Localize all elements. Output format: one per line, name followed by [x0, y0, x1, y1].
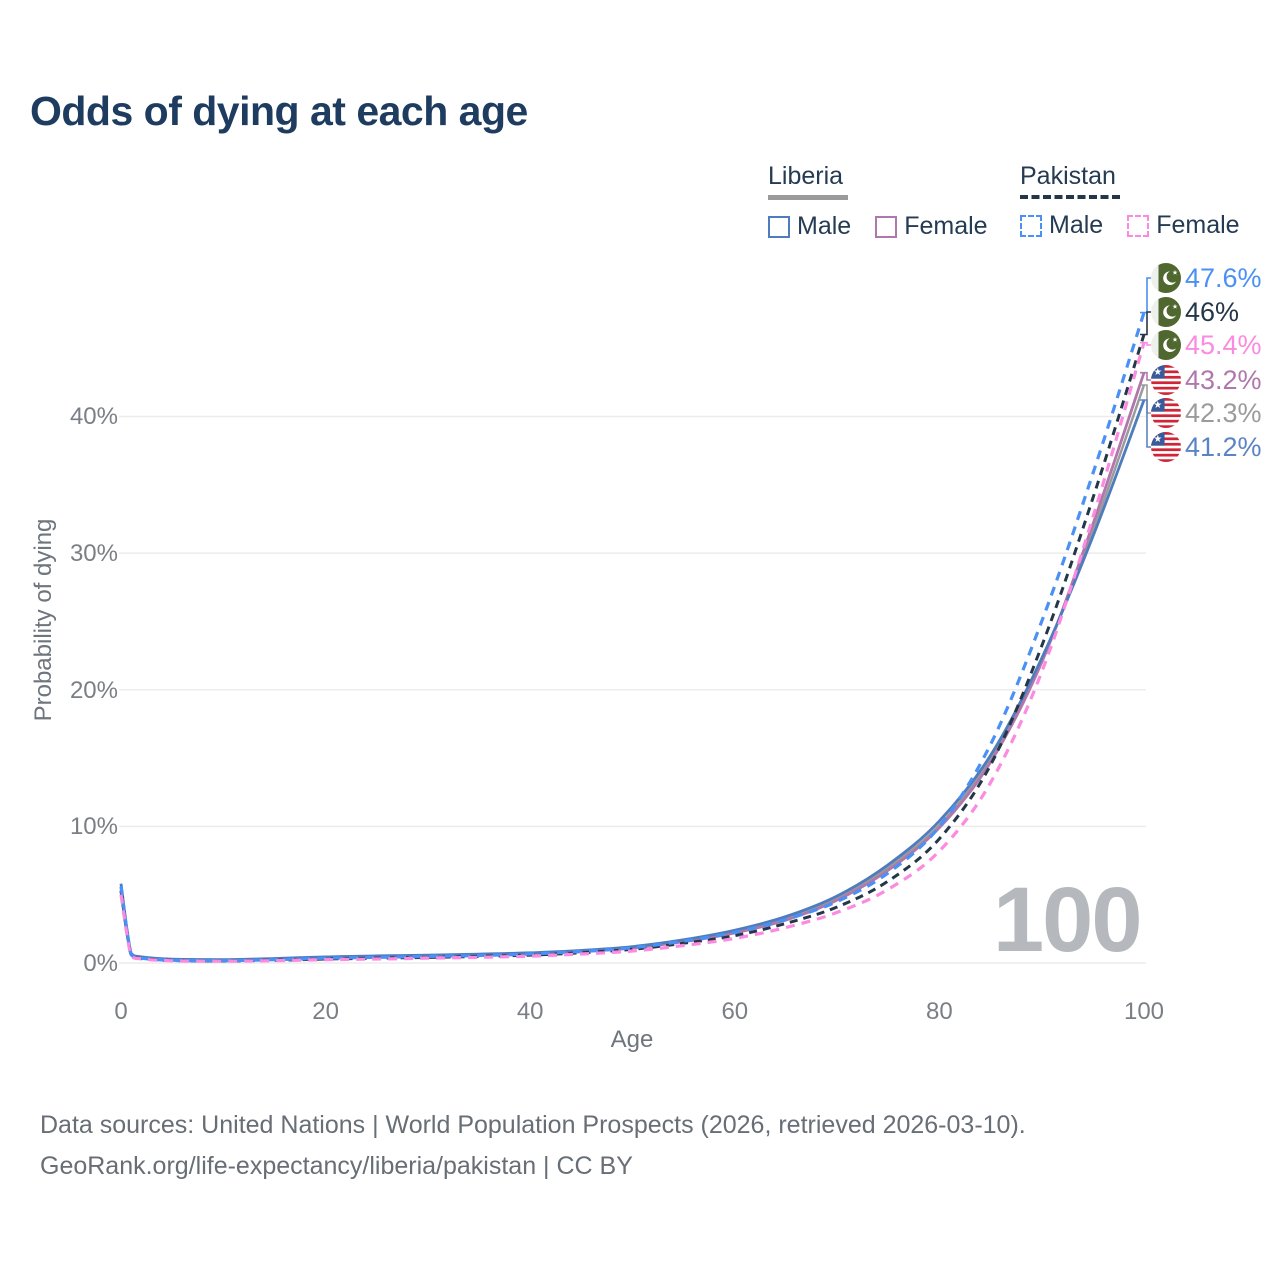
- x-tick-label: 80: [926, 998, 953, 1025]
- legend-linestyle-swatch: [1020, 195, 1120, 199]
- end-label-value: 45.4%: [1185, 329, 1262, 360]
- legend-item-pakistan-female[interactable]: Female: [1127, 211, 1240, 240]
- series-line-liberia-both[interactable]: [119, 384, 1146, 962]
- end-label-value: 47.6%: [1185, 262, 1262, 293]
- y-tick-label: 30%: [69, 540, 118, 568]
- end-label-connector: [1140, 399, 1151, 448]
- x-tick-label: 40: [516, 998, 544, 1025]
- end-label-connector: [1140, 371, 1151, 381]
- legend-item-liberia-female[interactable]: Female: [875, 212, 988, 241]
- end-label-value: 46%: [1185, 296, 1240, 327]
- y-tick-label: 0%: [83, 950, 118, 977]
- legend-item-label: Female: [904, 212, 988, 240]
- legend-item-pakistan-male[interactable]: Male: [1020, 211, 1103, 240]
- series-line-pakistan-male[interactable]: [119, 312, 1146, 963]
- end-label-liberia-female: 43.2%: [1151, 365, 1262, 395]
- end-label-pakistan-total: 46%: [1151, 297, 1239, 327]
- end-label-pakistan-male: 47.6%: [1151, 263, 1262, 293]
- legend-swatch: [768, 215, 790, 238]
- legend-item-label: Male: [1049, 211, 1104, 239]
- footer-data-sources: Data sources: United Nations | World Pop…: [40, 1111, 1026, 1139]
- legend-linestyle-swatch: [768, 195, 848, 200]
- end-label-pakistan-female: 45.4%: [1151, 330, 1262, 360]
- x-tick-label: 100: [1123, 998, 1165, 1025]
- y-tick-label: 40%: [69, 403, 118, 431]
- end-label-value: 42.3%: [1185, 397, 1262, 428]
- end-label-connector: [1140, 277, 1151, 314]
- end-label-connector: [1140, 341, 1151, 346]
- pakistan-flag-icon: [1151, 330, 1181, 360]
- legend-item-label: Male: [797, 212, 852, 240]
- age-watermark: 100: [993, 869, 1142, 971]
- legend-swatch: [875, 215, 898, 238]
- y-axis-title: Probability of dying: [30, 518, 57, 722]
- end-label-liberia-male: 41.2%: [1151, 432, 1262, 462]
- series-line-pakistan-both[interactable]: [119, 334, 1146, 963]
- series-line-liberia-female[interactable]: [119, 372, 1146, 962]
- series-line-liberia-male[interactable]: [119, 399, 1146, 961]
- end-label-connector: [1140, 384, 1151, 414]
- footer: Data sources: United Nations | World Pop…: [40, 1105, 1026, 1187]
- legend-swatch: [1127, 214, 1150, 237]
- end-label-connector: [1140, 311, 1151, 336]
- liberia-flag-icon: [1151, 398, 1181, 428]
- liberia-flag-icon: [1151, 432, 1181, 462]
- y-tick-label: 20%: [69, 676, 118, 704]
- end-label-liberia-total: 42.3%: [1151, 398, 1262, 428]
- pakistan-flag-icon: [1151, 263, 1181, 293]
- legend-item-liberia-male[interactable]: Male: [768, 212, 851, 241]
- legend-country-label: Liberia: [768, 162, 844, 190]
- end-label-value: 43.2%: [1185, 364, 1262, 395]
- pakistan-flag-icon: [1151, 297, 1181, 327]
- y-tick-label: 10%: [69, 813, 118, 841]
- x-axis-title: Age: [610, 1026, 654, 1053]
- x-tick-label: 60: [721, 998, 749, 1025]
- legend-group-pakistan: Pakistan Male Female: [1020, 162, 1240, 240]
- x-tick-label: 0: [114, 998, 128, 1025]
- legend-group-liberia: Liberia Male Female: [768, 162, 988, 241]
- footer-attribution: GeoRank.org/life-expectancy/liberia/paki…: [40, 1152, 633, 1180]
- series-line-pakistan-female[interactable]: [119, 342, 1146, 963]
- legend-country-label: Pakistan: [1020, 162, 1116, 190]
- page-title: Odds of dying at each age: [30, 88, 528, 134]
- liberia-flag-icon: [1151, 365, 1181, 395]
- legend-swatch: [1020, 214, 1042, 237]
- end-label-value: 41.2%: [1185, 431, 1262, 462]
- legend-item-label: Female: [1156, 211, 1240, 239]
- x-tick-label: 20: [312, 998, 339, 1025]
